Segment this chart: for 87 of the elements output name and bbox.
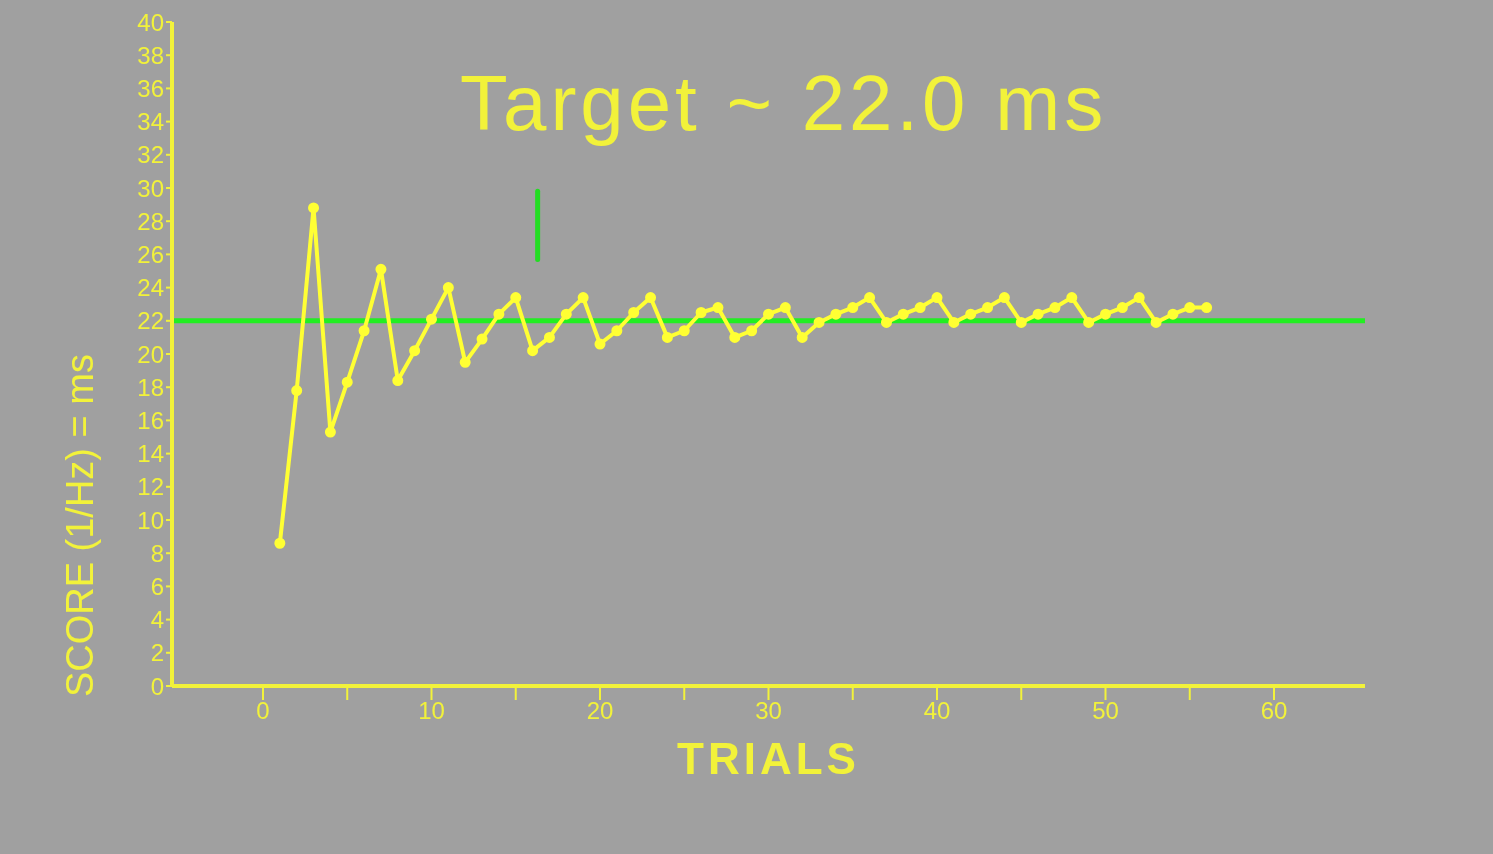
point: [847, 302, 859, 314]
x-tick-label: 10: [418, 697, 445, 725]
point: [594, 338, 606, 350]
y-tick-label: 0: [150, 672, 164, 700]
point: [1083, 316, 1095, 328]
point: [1032, 308, 1044, 320]
point: [1116, 302, 1128, 314]
point: [813, 316, 825, 328]
point: [409, 345, 421, 357]
point: [324, 426, 336, 438]
x-tick-label: 60: [1260, 697, 1288, 725]
point: [1150, 316, 1162, 328]
x-tick-label: 0: [256, 697, 270, 725]
y-tick-label: 22: [137, 307, 164, 335]
point: [510, 292, 522, 304]
y-tick-label: 14: [137, 440, 164, 468]
point: [965, 308, 977, 320]
point: [341, 376, 353, 388]
text: Target ~ 22.0 ms: [460, 58, 1108, 149]
point: [729, 331, 741, 343]
point: [425, 313, 437, 325]
x-tick-label: 20: [586, 697, 614, 725]
point: [1184, 302, 1196, 314]
point: [897, 308, 909, 320]
point: [493, 308, 505, 320]
x-tick-label: 30: [755, 697, 782, 725]
point: [746, 325, 758, 337]
point: [1100, 308, 1112, 320]
x-tick-label: 40: [923, 697, 951, 725]
point: [880, 316, 892, 328]
point: [358, 325, 370, 337]
y-tick-label: 32: [137, 141, 164, 169]
point: [1133, 292, 1145, 304]
y-tick-label: 18: [137, 373, 164, 401]
y-tick-label: 38: [137, 41, 164, 69]
x-axis-title: TRIALS: [677, 734, 860, 783]
point: [763, 308, 774, 320]
point: [1049, 302, 1061, 314]
point: [830, 308, 842, 320]
point: [914, 302, 926, 314]
point: [291, 385, 303, 397]
point: [712, 302, 724, 314]
x-tick-label: 50: [1092, 697, 1119, 725]
point: [1066, 292, 1078, 304]
point: [611, 325, 623, 337]
y-tick-label: 34: [137, 108, 164, 136]
point: [779, 302, 791, 314]
point: [1201, 302, 1213, 314]
point: [864, 292, 876, 304]
point: [628, 307, 640, 318]
point: [998, 292, 1010, 304]
point: [661, 331, 673, 343]
point: [645, 292, 657, 304]
point: [274, 537, 286, 549]
point: [577, 292, 589, 304]
y-tick-label: 10: [137, 506, 164, 534]
point: [476, 333, 488, 345]
y-tick-label: 30: [137, 174, 164, 202]
point: [796, 331, 808, 343]
point: [442, 282, 454, 294]
point: [543, 331, 555, 343]
point: [695, 307, 707, 318]
y-axis-title: SCORE (1/Hz) = ms: [59, 354, 102, 698]
point: [948, 316, 960, 328]
y-tick-label: 16: [137, 406, 164, 434]
y-tick-label: 6: [150, 572, 164, 600]
point: [308, 202, 320, 214]
y-tick-label: 12: [137, 473, 164, 501]
point: [678, 325, 690, 337]
y-tick-label: 4: [150, 606, 164, 634]
point: [392, 375, 404, 387]
y-tick-label: 2: [150, 639, 164, 667]
point: [560, 308, 572, 320]
point: [931, 292, 943, 304]
point: [1167, 308, 1179, 320]
y-tick-label: 8: [150, 539, 164, 567]
y-tick-label: 36: [137, 74, 164, 102]
point: [375, 263, 387, 275]
y-tick-label: 24: [137, 274, 164, 302]
y-tick-label: 40: [137, 8, 164, 36]
point: [459, 356, 471, 368]
point: [1015, 316, 1027, 328]
point: [527, 345, 539, 357]
point: [982, 302, 994, 314]
y-tick-label: 20: [137, 340, 164, 368]
y-tick-label: 26: [137, 240, 164, 268]
y-tick-label: 28: [137, 207, 164, 235]
